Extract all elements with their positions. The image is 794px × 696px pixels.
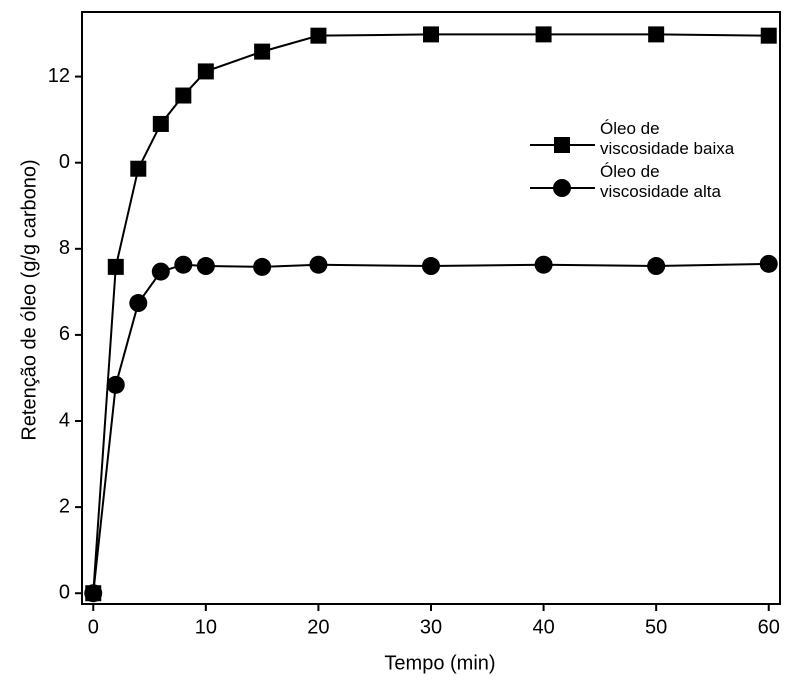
x-tick-label: 10: [195, 616, 217, 638]
y-tick-label: 0: [59, 582, 70, 604]
x-tick-label: 30: [420, 616, 442, 638]
marker-circle: [253, 257, 272, 276]
y-tick-label: 4: [59, 409, 70, 431]
x-tick-label: 0: [88, 616, 99, 638]
marker-square: [535, 26, 552, 43]
y-tick-label: 8: [59, 237, 70, 259]
y-tick-label: 2: [59, 495, 70, 517]
x-tick-label: 50: [645, 616, 667, 638]
series-line: [92, 33, 769, 594]
x-tick-label: 20: [307, 616, 329, 638]
legend-label: Óleo de viscosidade baixa: [600, 119, 735, 158]
marker-circle: [196, 257, 215, 276]
legend-marker: [554, 137, 570, 153]
marker-square: [175, 87, 192, 104]
marker-square: [254, 43, 271, 60]
legend-label: Óleo de viscosidade alta: [600, 162, 721, 201]
marker-square: [130, 160, 147, 177]
marker-circle: [759, 254, 778, 273]
y-tick-label: 0: [59, 151, 70, 173]
x-axis-label: Tempo (min): [384, 652, 495, 674]
marker-square: [197, 63, 214, 80]
marker-circle: [647, 257, 666, 276]
series-line: [92, 262, 769, 594]
marker-square: [107, 258, 124, 275]
marker-circle: [151, 262, 170, 281]
y-tick-label: 12: [48, 65, 70, 87]
marker-circle: [309, 255, 328, 274]
marker-circle: [129, 294, 148, 313]
marker-circle: [84, 584, 103, 603]
x-tick-label: 40: [532, 616, 554, 638]
x-tick-label: 60: [758, 616, 780, 638]
marker-square: [648, 26, 665, 43]
marker-circle: [174, 255, 193, 274]
marker-circle: [422, 257, 440, 276]
marker-square: [310, 27, 327, 44]
y-axis-label: Retenção de óleo (g/g carbono): [18, 159, 40, 440]
marker-circle: [106, 375, 125, 394]
marker-square: [760, 27, 777, 44]
marker-square: [152, 115, 169, 132]
legend-marker: [553, 179, 571, 197]
y-tick-label: 6: [59, 323, 70, 345]
marker-circle: [534, 255, 553, 274]
marker-square: [423, 26, 439, 43]
